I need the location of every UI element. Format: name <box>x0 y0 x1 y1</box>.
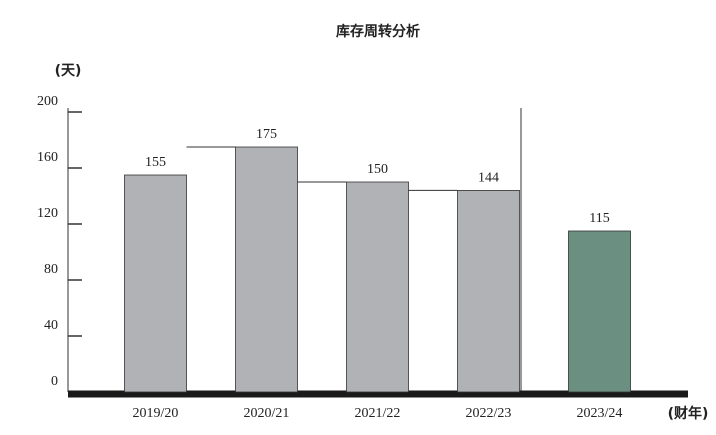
y-tick-label: 200 <box>37 94 58 109</box>
y-tick-label: 160 <box>37 150 58 165</box>
value-label: 144 <box>478 171 499 186</box>
bar <box>346 181 409 393</box>
value-label: 150 <box>367 162 388 177</box>
value-label: 175 <box>256 127 277 142</box>
x-tick-label: 2022/23 <box>466 406 512 421</box>
value-label: 115 <box>589 211 609 226</box>
y-tick-label: 80 <box>44 262 58 277</box>
bar <box>568 230 631 393</box>
bar <box>457 189 520 393</box>
bar <box>124 174 187 393</box>
y-tick-label: 0 <box>51 374 58 389</box>
value-label: 155 <box>145 155 166 170</box>
chart-title: 库存周转分析 <box>336 23 420 40</box>
x-tick-label: 2019/20 <box>133 406 179 421</box>
x-axis-label: (财年) <box>668 405 709 422</box>
y-tick-label: 40 <box>44 318 58 333</box>
x-tick-label: 2020/21 <box>244 406 290 421</box>
x-tick-label: 2023/24 <box>577 406 623 421</box>
y-tick-label: 120 <box>37 206 58 221</box>
x-tick-label: 2021/22 <box>355 406 401 421</box>
y-axis-label: (天) <box>55 63 82 79</box>
bar <box>235 146 298 393</box>
